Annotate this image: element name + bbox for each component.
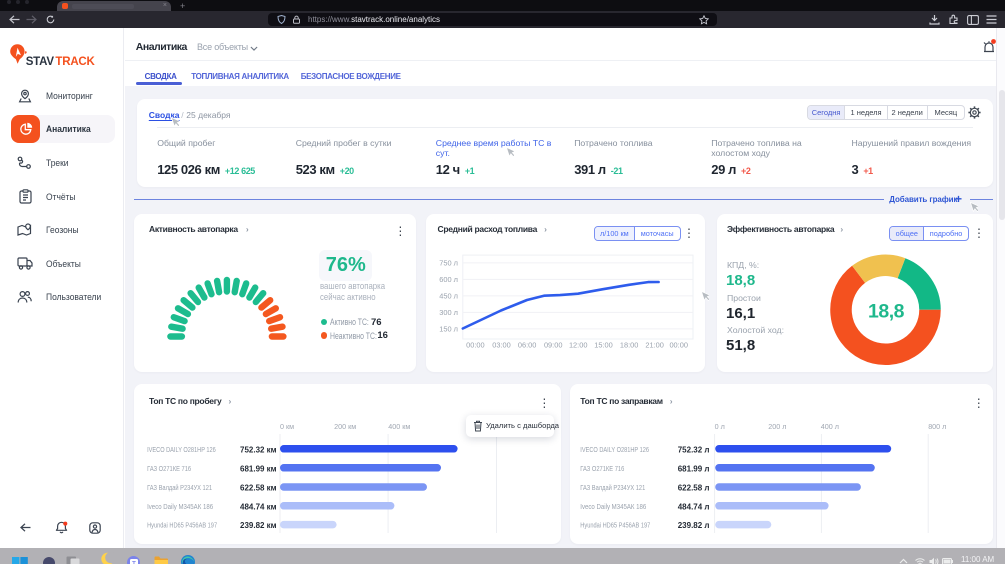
svg-text:Hyundai HD65 Р456АВ 197: Hyundai HD65 Р456АВ 197 bbox=[580, 521, 650, 530]
svg-text:Iveco Daily М345АК 186: Iveco Daily М345АК 186 bbox=[147, 502, 213, 511]
svg-text:750 л: 750 л bbox=[439, 258, 458, 267]
svg-text:STAV: STAV bbox=[26, 56, 55, 67]
svg-text:600 л: 600 л bbox=[439, 275, 458, 284]
svg-text:681.99 км: 681.99 км bbox=[240, 464, 277, 473]
svg-text:18:00: 18:00 bbox=[620, 340, 639, 349]
svg-text:400 км: 400 км bbox=[389, 422, 411, 431]
svg-text:ГАЗ Валдай Р234УХ 121: ГАЗ Валдай Р234УХ 121 bbox=[147, 483, 212, 492]
svg-text:00:00: 00:00 bbox=[466, 340, 485, 349]
svg-text:18,8: 18,8 bbox=[868, 300, 905, 322]
svg-text:ГАЗ Валдай Р234УХ 121: ГАЗ Валдай Р234УХ 121 bbox=[580, 483, 645, 492]
svg-text:681.99 л: 681.99 л bbox=[678, 464, 710, 473]
svg-text:IVECO DAILY O281HP 126: IVECO DAILY O281HP 126 bbox=[580, 445, 649, 454]
svg-text:T: T bbox=[132, 561, 136, 564]
svg-text:ГАЗ O271КЕ 716: ГАЗ O271КЕ 716 bbox=[580, 464, 624, 473]
svg-text:0 км: 0 км bbox=[280, 422, 294, 431]
svg-text:06:00: 06:00 bbox=[518, 340, 537, 349]
svg-text:300 л: 300 л bbox=[439, 308, 458, 317]
svg-text:622.58 км: 622.58 км bbox=[240, 483, 277, 492]
svg-text:200 км: 200 км bbox=[334, 422, 356, 431]
svg-text:400 л: 400 л bbox=[821, 422, 839, 431]
svg-text:239.82 л: 239.82 л bbox=[678, 521, 710, 530]
svg-text:TRACK: TRACK bbox=[55, 56, 95, 67]
svg-text:21:00: 21:00 bbox=[645, 340, 664, 349]
svg-text:200 л: 200 л bbox=[768, 422, 786, 431]
svg-text:IVECO DAILY O281HP 126: IVECO DAILY O281HP 126 bbox=[147, 445, 216, 454]
svg-text:09:00: 09:00 bbox=[544, 340, 563, 349]
svg-text:484.74 км: 484.74 км bbox=[240, 502, 277, 511]
svg-text:Hyundai HD65 Р456АВ 197: Hyundai HD65 Р456АВ 197 bbox=[147, 521, 217, 530]
svg-text:800 л: 800 л bbox=[928, 422, 946, 431]
svg-text:752.32 км: 752.32 км bbox=[240, 445, 277, 454]
svg-text:0 л: 0 л bbox=[715, 422, 725, 431]
svg-text:239.82 км: 239.82 км bbox=[240, 521, 277, 530]
svg-text:15:00: 15:00 bbox=[594, 340, 613, 349]
svg-text:12:00: 12:00 bbox=[569, 340, 588, 349]
svg-text:00:00: 00:00 bbox=[669, 340, 688, 349]
svg-text:752.32 л: 752.32 л bbox=[678, 445, 710, 454]
svg-text:03:00: 03:00 bbox=[492, 340, 511, 349]
svg-text:450 л: 450 л bbox=[439, 291, 458, 300]
svg-text:622.58 л: 622.58 л bbox=[678, 484, 710, 493]
svg-text:150 л: 150 л bbox=[439, 324, 458, 333]
svg-text:484.74 л: 484.74 л bbox=[678, 502, 710, 511]
svg-text:ГАЗ O271КЕ 716: ГАЗ O271КЕ 716 bbox=[147, 464, 191, 473]
svg-text:Iveco Daily М345АК 186: Iveco Daily М345АК 186 bbox=[580, 502, 646, 511]
